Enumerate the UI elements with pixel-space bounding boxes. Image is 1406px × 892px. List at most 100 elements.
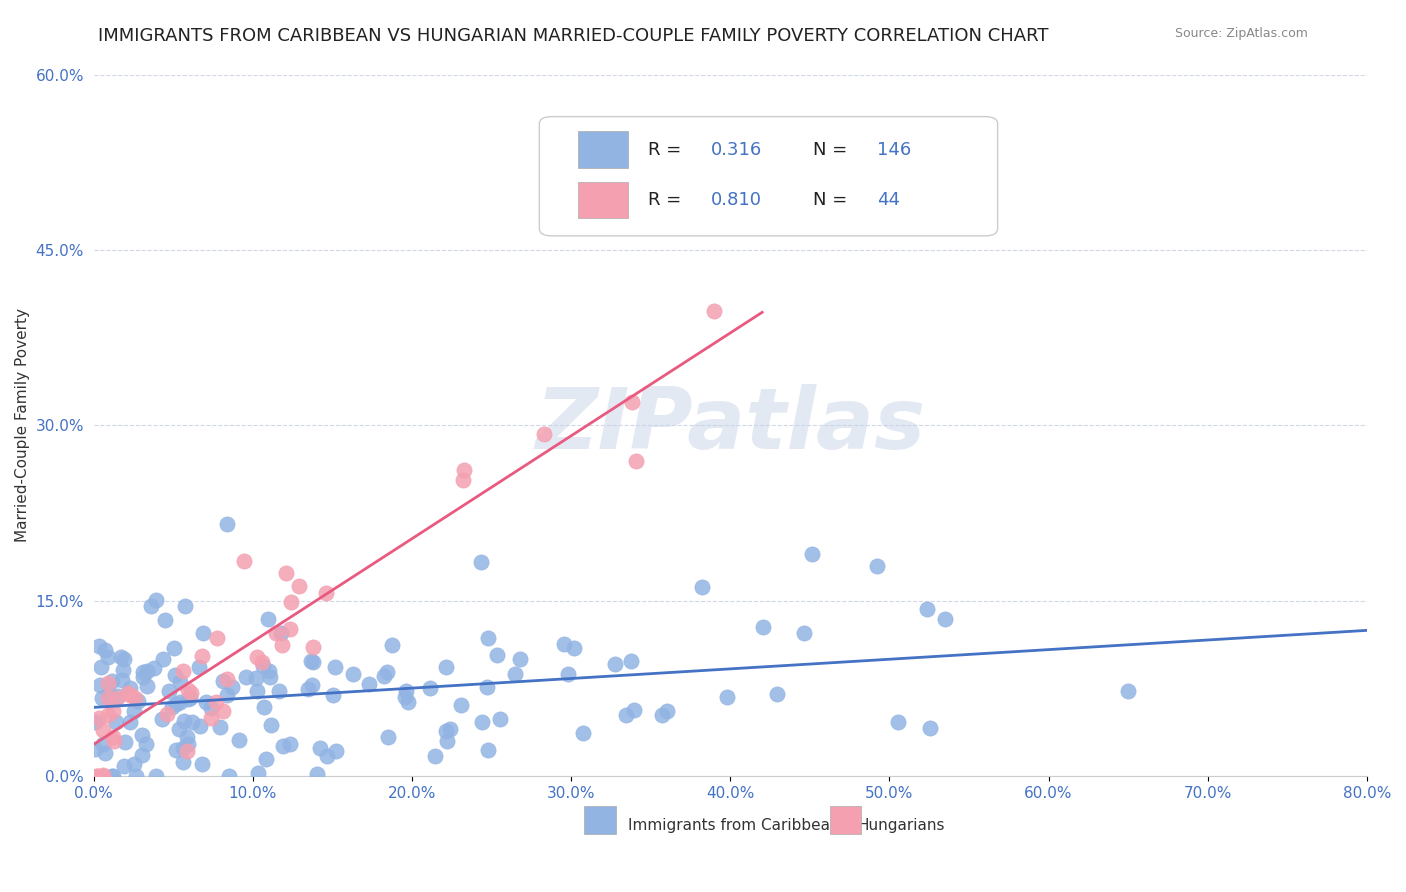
Point <box>572 726 595 740</box>
Point <box>270 625 292 640</box>
Point <box>221 681 243 695</box>
Point <box>90 769 112 783</box>
Point <box>132 670 155 684</box>
Point <box>172 664 194 678</box>
Point <box>103 733 125 747</box>
Point <box>425 749 447 764</box>
Point <box>252 659 274 673</box>
Point <box>208 720 231 734</box>
Point <box>157 684 180 698</box>
Point <box>104 714 127 729</box>
FancyBboxPatch shape <box>583 805 616 834</box>
Point <box>212 704 235 718</box>
Point <box>163 640 186 655</box>
Point <box>91 768 114 782</box>
Point <box>136 664 159 678</box>
Text: Hungarians: Hungarians <box>858 818 945 833</box>
Point <box>703 304 725 318</box>
Point <box>215 516 238 531</box>
Point <box>603 657 626 672</box>
Point <box>217 673 239 687</box>
Point <box>179 691 201 706</box>
Point <box>503 667 526 681</box>
Text: Immigrants from Caribbean: Immigrants from Caribbean <box>628 818 839 833</box>
Point <box>614 707 637 722</box>
Point <box>98 686 121 700</box>
Point <box>125 769 148 783</box>
Text: IMMIGRANTS FROM CARIBBEAN VS HUNGARIAN MARRIED-COUPLE FAMILY POVERTY CORRELATION: IMMIGRANTS FROM CARIBBEAN VS HUNGARIAN M… <box>98 27 1049 45</box>
Point <box>486 648 509 662</box>
Point <box>145 592 167 607</box>
Point <box>112 663 135 677</box>
Point <box>103 704 125 718</box>
Point <box>188 660 211 674</box>
Point <box>135 737 157 751</box>
Point <box>190 757 212 772</box>
Point <box>117 686 139 700</box>
Point <box>105 691 128 706</box>
Point <box>167 723 190 737</box>
Point <box>101 731 124 745</box>
Point <box>489 712 512 726</box>
Point <box>180 686 202 700</box>
Point <box>174 599 197 614</box>
Point <box>280 737 302 751</box>
Point <box>315 586 337 600</box>
Point <box>84 741 107 756</box>
Point <box>280 595 302 609</box>
Point <box>752 620 775 634</box>
Text: ZIPatlas: ZIPatlas <box>536 384 925 467</box>
Point <box>156 706 179 721</box>
Point <box>325 744 347 758</box>
Point <box>453 463 475 477</box>
Point <box>562 641 585 656</box>
Text: 146: 146 <box>877 141 911 159</box>
Point <box>97 691 120 706</box>
Point <box>259 670 281 684</box>
Point <box>1116 684 1139 698</box>
Point <box>260 718 283 732</box>
Point <box>172 756 194 770</box>
Point <box>288 579 311 593</box>
Point <box>917 601 939 615</box>
Point <box>91 737 114 751</box>
Text: 0.316: 0.316 <box>711 141 762 159</box>
Point <box>131 665 153 679</box>
Point <box>235 669 257 683</box>
Point <box>308 741 330 756</box>
Point <box>766 687 789 701</box>
Point <box>918 721 941 735</box>
Text: R =: R = <box>648 141 686 159</box>
Point <box>801 547 824 561</box>
Point <box>169 675 191 690</box>
Point <box>152 652 174 666</box>
Point <box>176 692 198 706</box>
Point <box>118 714 141 729</box>
Point <box>276 566 298 580</box>
Point <box>323 660 346 674</box>
Point <box>450 698 472 713</box>
Point <box>245 671 267 685</box>
Point <box>142 661 165 675</box>
Point <box>169 695 191 709</box>
Point <box>651 707 673 722</box>
Point <box>305 767 328 781</box>
Point <box>377 730 399 744</box>
Point <box>246 684 269 698</box>
Point <box>375 665 398 680</box>
Point <box>299 654 322 668</box>
Point <box>194 695 217 709</box>
Point <box>866 559 889 574</box>
Text: N =: N = <box>813 141 853 159</box>
Point <box>250 655 273 669</box>
Point <box>84 715 107 730</box>
Point <box>155 613 177 627</box>
Point <box>176 682 198 697</box>
Point <box>107 690 129 704</box>
Point <box>124 690 146 705</box>
Point <box>270 638 292 652</box>
Point <box>533 427 555 442</box>
Point <box>394 690 416 704</box>
Point <box>315 749 337 764</box>
FancyBboxPatch shape <box>830 805 862 834</box>
